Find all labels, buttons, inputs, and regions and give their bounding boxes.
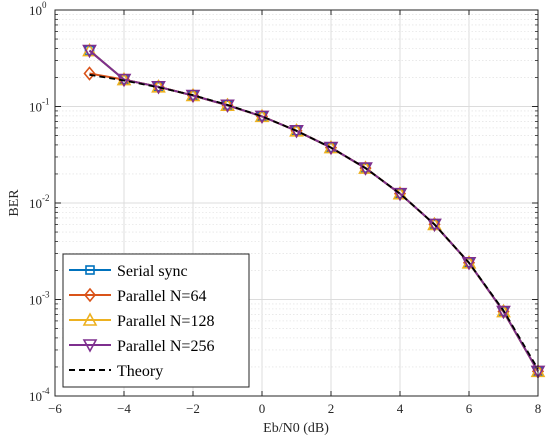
legend-marker (83, 287, 97, 303)
series-4 (89, 73, 539, 370)
x-tick-label: 2 (328, 401, 335, 416)
y-tick-label: 100 (29, 0, 47, 18)
y-tick-label: 10-2 (29, 193, 50, 211)
axis-ticks: −6 −4 −2 0 2 4 6 8 100 10-1 10-2 10-3 10-4 (29, 0, 541, 416)
x-tick-label: 0 (259, 401, 266, 416)
data-point (289, 124, 304, 139)
y-axis-label: BER (7, 189, 22, 217)
data-point (461, 257, 477, 271)
legend-marker (82, 312, 98, 326)
x-tick-label: −2 (186, 401, 200, 416)
y-tick-label: 10-1 (29, 97, 50, 115)
data-point (82, 44, 97, 59)
legend-marker (85, 265, 95, 275)
x-tick-label: 8 (535, 401, 542, 416)
y-tick-label: 10-4 (29, 386, 50, 404)
legend-label: Parallel N=64 (117, 288, 206, 305)
data-point (427, 218, 442, 233)
data-point (323, 141, 339, 156)
legend: Serial sync Parallel N=64 Parallel N=128 Pa… (62, 253, 250, 388)
data-point (392, 187, 408, 202)
x-tick-label: −6 (48, 401, 62, 416)
data-point (185, 89, 201, 104)
x-axis-label: Eb/N0 (dB) (263, 421, 329, 436)
data-point (358, 162, 373, 176)
x-tick-label: −4 (117, 401, 131, 416)
data-point (83, 66, 96, 81)
x-tick-label: 4 (397, 401, 404, 416)
data-point (496, 305, 511, 320)
legend-marker (82, 339, 98, 353)
legend-label: Parallel N=128 (117, 313, 214, 330)
legend-label: Serial sync (117, 263, 188, 280)
legend-label: Theory (117, 363, 163, 380)
y-tick-label: 10-3 (29, 290, 50, 308)
legend-label: Parallel N=256 (117, 338, 214, 355)
x-tick-label: 6 (466, 401, 473, 416)
series-layer (82, 42, 546, 380)
series-line (89, 73, 539, 370)
